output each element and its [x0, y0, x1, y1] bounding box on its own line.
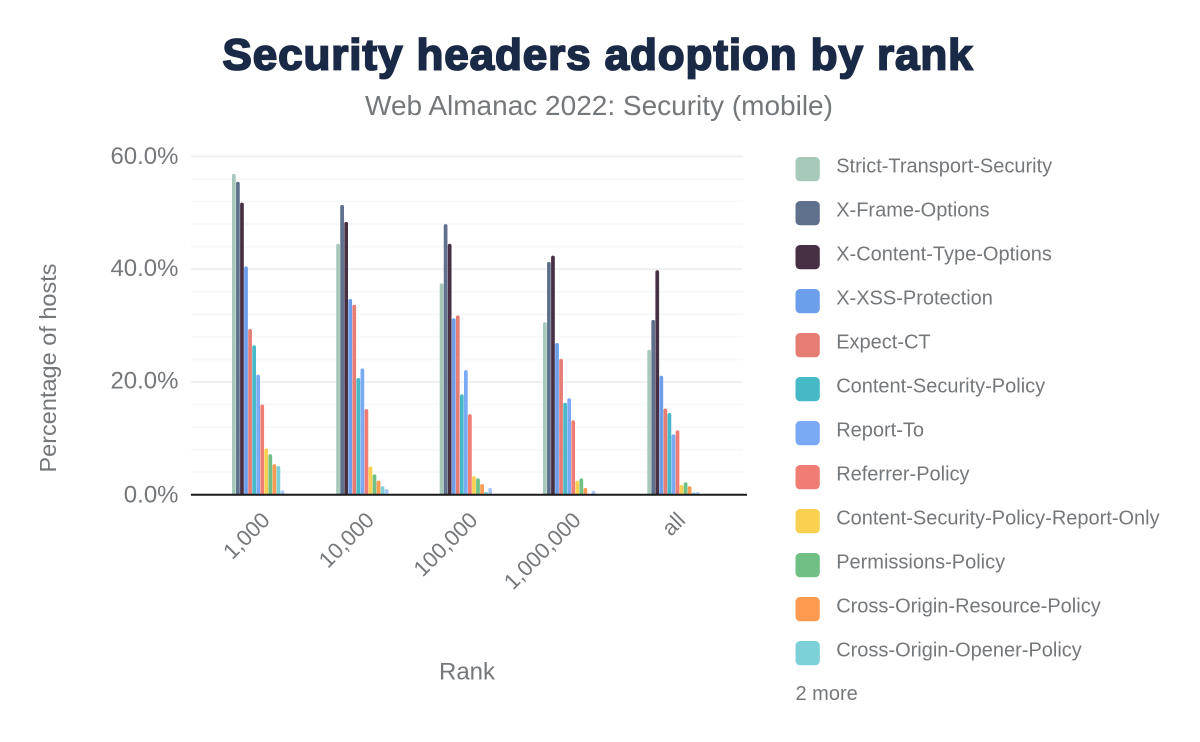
svg-text:Report-To: Report-To — [836, 419, 924, 441]
svg-text:Web Almanac 2022: Security (mo: Web Almanac 2022: Security (mobile) — [365, 90, 833, 121]
svg-text:Rank: Rank — [439, 659, 496, 686]
svg-text:Strict-Transport-Security: Strict-Transport-Security — [836, 155, 1052, 177]
svg-text:60.0%: 60.0% — [110, 143, 178, 170]
svg-text:Content-Security-Policy-Report: Content-Security-Policy-Report-Only — [836, 507, 1159, 529]
svg-text:2 more: 2 more — [796, 683, 858, 705]
svg-text:Cross-Origin-Opener-Policy: Cross-Origin-Opener-Policy — [836, 639, 1082, 661]
svg-text:Expect-CT: Expect-CT — [836, 331, 930, 353]
svg-text:0.0%: 0.0% — [124, 481, 179, 508]
svg-text:40.0%: 40.0% — [110, 255, 178, 282]
svg-text:X-Content-Type-Options: X-Content-Type-Options — [836, 243, 1052, 265]
svg-text:Security headers adoption by r: Security headers adoption by rank — [222, 31, 973, 80]
svg-text:20.0%: 20.0% — [110, 368, 178, 395]
svg-text:Referrer-Policy: Referrer-Policy — [836, 463, 969, 485]
svg-text:Percentage of hosts: Percentage of hosts — [35, 263, 61, 472]
svg-text:Permissions-Policy: Permissions-Policy — [836, 551, 1005, 573]
svg-text:Content-Security-Policy: Content-Security-Policy — [836, 375, 1045, 397]
svg-text:X-Frame-Options: X-Frame-Options — [836, 199, 989, 221]
svg-text:X-XSS-Protection: X-XSS-Protection — [836, 287, 993, 309]
svg-text:Cross-Origin-Resource-Policy: Cross-Origin-Resource-Policy — [836, 595, 1101, 617]
